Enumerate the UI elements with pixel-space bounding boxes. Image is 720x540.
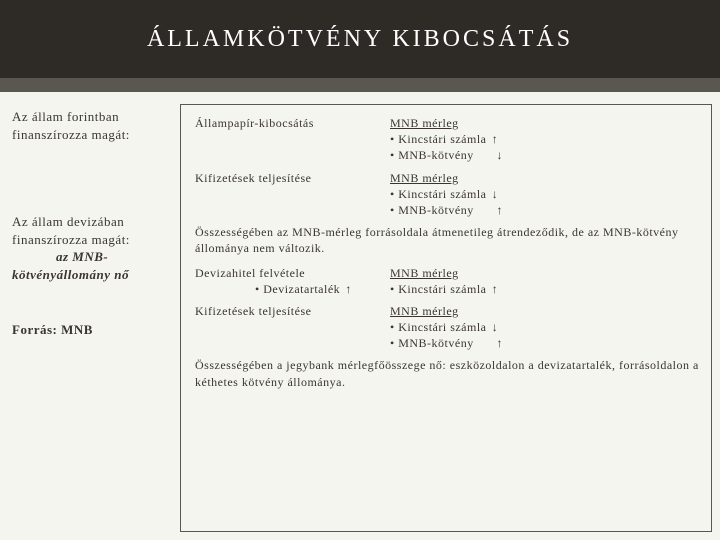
sec4-item-0: Kincstári számla xyxy=(390,320,487,334)
sec1-item-1: MNB-kötvény xyxy=(390,148,474,162)
content-area: Az állam forintban finanszírozza magát: … xyxy=(0,92,720,540)
sec4-item-1: MNB-kötvény xyxy=(390,336,474,350)
source-label: Forrás: MNB xyxy=(12,321,174,339)
sec3-label: Devizahitel felvétele Devizatartalék ↑ xyxy=(195,265,390,297)
sec1-mnb: MNB mérleg Kincstári számla ↑ MNB-kötvén… xyxy=(390,115,701,164)
header-subbar xyxy=(0,78,720,92)
left-text-1: Az állam forintban finanszírozza magát: xyxy=(12,109,130,142)
up-arrow-icon: ↑ xyxy=(495,335,505,351)
slide-title: ÁLLAMKÖTVÉNY KIBOCSÁTÁS xyxy=(147,26,573,53)
sec4-label: Kifizetések teljesítése xyxy=(195,303,390,352)
left-column: Az állam forintban finanszírozza magát: … xyxy=(8,104,180,532)
section-4: Kifizetések teljesítése MNB mérleg Kincs… xyxy=(195,303,701,352)
summary-1: Összességében az MNB-mérleg forrásoldala… xyxy=(195,224,701,256)
sec1-mnb-title: MNB mérleg xyxy=(390,116,459,130)
right-panel: Állampapír-kibocsátás MNB mérleg Kincstá… xyxy=(180,104,712,532)
sec3-label-text: Devizahitel felvétele xyxy=(195,266,305,280)
sec4-mnb: MNB mérleg Kincstári számla ↓ MNB-kötvén… xyxy=(390,303,701,352)
sec2-item-0: Kincstári számla xyxy=(390,187,487,201)
sec2-mnb: MNB mérleg Kincstári számla ↓ MNB-kötvén… xyxy=(390,170,701,219)
left-block-1: Az állam forintban finanszírozza magát: xyxy=(12,108,174,143)
up-arrow-icon: ↑ xyxy=(490,281,500,297)
section-2: Kifizetések teljesítése MNB mérleg Kincs… xyxy=(195,170,701,219)
sec2-mnb-title: MNB mérleg xyxy=(390,171,459,185)
section-3: Devizahitel felvétele Devizatartalék ↑ M… xyxy=(195,265,701,297)
sec3-a-item-0: Devizatartalék xyxy=(255,282,340,296)
down-arrow-icon: ↓ xyxy=(495,147,505,163)
left-text-2a: Az állam devizában finanszírozza magát: xyxy=(12,214,130,247)
sec3-mnb: MNB mérleg Kincstári számla ↑ xyxy=(390,265,701,297)
sec1-item-0: Kincstári számla xyxy=(390,132,487,146)
down-arrow-icon: ↓ xyxy=(490,186,500,202)
up-arrow-icon: ↑ xyxy=(344,281,354,297)
summary-2: Összességében a jegybank mérlegfőösszege… xyxy=(195,357,701,389)
sec3-mnb-title: MNB mérleg xyxy=(390,266,459,280)
down-arrow-icon: ↓ xyxy=(490,319,500,335)
up-arrow-icon: ↑ xyxy=(495,202,505,218)
sec1-label: Állampapír-kibocsátás xyxy=(195,115,390,164)
sec3-item-0: Kincstári számla xyxy=(390,282,487,296)
sec2-item-1: MNB-kötvény xyxy=(390,203,474,217)
left-block-2: Az állam devizában finanszírozza magát: … xyxy=(12,213,174,283)
sec2-label: Kifizetések teljesítése xyxy=(195,170,390,219)
slide-header: ÁLLAMKÖTVÉNY KIBOCSÁTÁS xyxy=(0,0,720,78)
sec4-mnb-title: MNB mérleg xyxy=(390,304,459,318)
up-arrow-icon: ↑ xyxy=(490,131,500,147)
left-text-2b: az MNB-kötvényállomány nő xyxy=(12,249,129,282)
section-1: Állampapír-kibocsátás MNB mérleg Kincstá… xyxy=(195,115,701,164)
